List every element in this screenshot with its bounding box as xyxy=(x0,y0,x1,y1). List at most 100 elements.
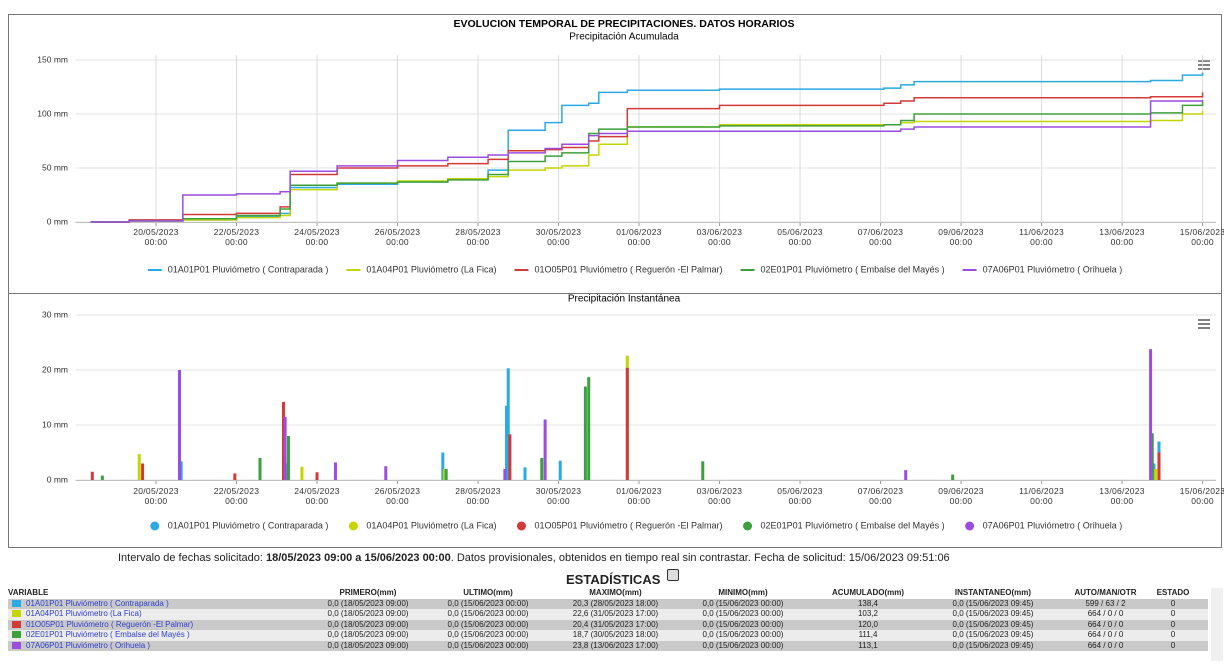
panel-instantaneous xyxy=(8,293,1222,548)
menu-icon[interactable] xyxy=(1198,60,1210,70)
stats-table: VARIABLE PRIMERO(mm) ULTIMO(mm) MAXIMO(mm) M… xyxy=(8,588,1208,651)
table-cell: 0 xyxy=(1170,619,1176,629)
color-swatch xyxy=(12,641,21,649)
x-tick-label: 28/05/2023 00:00 xyxy=(455,227,501,247)
info-note: . Datos provisionales, obtenidos en tiem… xyxy=(450,552,950,564)
variable-link[interactable]: 01O05P01 Pluviómetro ( Reguerón -El Palm… xyxy=(26,619,194,629)
table-cell: 664 / 0 / 0 xyxy=(1087,609,1124,618)
legend-item: 02E01P01 Pluviómetro ( Embalse del Mayés… xyxy=(743,520,945,531)
legend-item: 01O05P01 Pluviómetro ( Reguerón -El Palm… xyxy=(516,520,723,531)
table-row: 07A06P01 Pluviómetro ( Orihuela ) 0,0 (18… xyxy=(8,640,1208,652)
table-cell: 0,0 (15/06/2023 00:00) xyxy=(702,619,784,629)
table-cell: 0,0 (15/06/2023 09:45) xyxy=(952,609,1034,618)
legend-label: 01A04P01 Pluviómetro (La Fica) xyxy=(366,520,496,530)
scrollbar[interactable] xyxy=(1211,588,1223,661)
table-cell: 111,4 xyxy=(858,630,878,639)
table-cell: 20,4 (31/05/2023 17:00) xyxy=(572,619,659,629)
table-cell: 0,0 (15/06/2023 00:00) xyxy=(447,619,529,629)
legend-label: 07A06P01 Pluviómetro ( Orihuela ) xyxy=(983,264,1123,274)
legend-label: 02E01P01 Pluviómetro ( Embalse del Mayés… xyxy=(761,264,945,274)
table-cell: 0 xyxy=(1170,598,1176,608)
bar xyxy=(90,471,94,480)
bar xyxy=(1157,452,1161,480)
menu-icon[interactable] xyxy=(1198,319,1210,329)
table-row: 01O05P01 Pluviómetro ( Reguerón -El Palm… xyxy=(8,619,1208,631)
bar xyxy=(951,474,955,480)
table-cell: 22,6 (31/05/2023 17:00) xyxy=(572,609,659,618)
variable-link[interactable]: 01A04P01 Pluviómetro (La Fica) xyxy=(26,609,142,618)
column-header: VARIABLE xyxy=(8,588,49,597)
variable-link[interactable]: 02E01P01 Pluviómetro ( Embalse del Mayés… xyxy=(26,630,190,639)
legend-symbol xyxy=(743,521,753,531)
x-tick-label: 20/05/2023 00:00 xyxy=(133,486,179,506)
table-cell: 0,0 (15/06/2023 09:45) xyxy=(952,619,1034,629)
table-cell: 01A01P01 Pluviómetro ( Contraparada ) xyxy=(8,599,313,610)
x-tick-label: 07/06/2023 00:00 xyxy=(857,486,904,506)
line-series xyxy=(90,72,1204,223)
bar xyxy=(503,469,507,480)
table-cell: 18,7 (30/05/2023 18:00) xyxy=(572,630,659,639)
info-label: Intervalo de fechas solicitado: xyxy=(118,552,263,564)
bar xyxy=(583,386,587,480)
table-cell: 01A04P01 Pluviómetro (La Fica) xyxy=(8,609,313,620)
table-cell: 0,0 (15/06/2023 00:00) xyxy=(702,640,784,650)
table-cell: 664 / 0 / 0 xyxy=(1087,630,1124,639)
table-title: ESTADÍSTICAS xyxy=(566,572,661,587)
y-tick-label: 20 mm xyxy=(42,364,68,374)
table-cell: 0,0 (18/05/2023 09:00) xyxy=(327,598,409,608)
x-tick-label: 03/06/2023 00:00 xyxy=(696,227,743,247)
chart-subtitle: Precipitación Instantánea xyxy=(568,294,681,305)
bar xyxy=(1154,469,1158,480)
table-cell: 103,2 xyxy=(857,609,879,618)
legend: 01A01P01 Pluviómetro ( Contraparada ) 01A… xyxy=(150,520,1122,531)
table-cell: 0 xyxy=(1170,630,1176,639)
legend-label: 01A04P01 Pluviómetro (La Fica) xyxy=(366,264,496,274)
column-header: MAXIMO(mm) xyxy=(589,588,642,597)
table-toggle[interactable] xyxy=(667,569,679,581)
x-tick-label: 01/06/2023 00:00 xyxy=(616,227,662,247)
variable-link[interactable]: 07A06P01 Pluviómetro ( Orihuela ) xyxy=(26,640,151,650)
legend-item: 02E01P01 Pluviómetro ( Embalse del Mayés… xyxy=(740,264,945,274)
table-row: 02E01P01 Pluviómetro ( Embalse del Mayés… xyxy=(8,630,1208,641)
x-tick-label: 11/06/2023 00:00 xyxy=(1019,486,1065,506)
x-tick-label: 24/05/2023 00:00 xyxy=(294,227,340,247)
line-series xyxy=(90,110,1204,223)
bar xyxy=(558,460,562,480)
table-cell: 20,3 (28/05/2023 18:00) xyxy=(572,598,659,608)
variable-link[interactable]: 01A01P01 Pluviómetro ( Contraparada ) xyxy=(26,598,169,608)
bar xyxy=(701,461,705,480)
x-tick-label: 22/05/2023 00:00 xyxy=(213,486,260,506)
bar xyxy=(333,462,337,480)
bar xyxy=(283,416,287,480)
table-cell: 120,0 xyxy=(857,619,879,629)
table-cell: 0,0 (15/06/2023 00:00) xyxy=(447,640,529,650)
table-cell: 0,0 (15/06/2023 00:00) xyxy=(702,609,784,618)
legend: 01A01P01 Pluviómetro ( Contraparada ) 01A… xyxy=(147,264,1123,274)
info-range: 18/05/2023 09:00 a 15/06/2023 00:00 xyxy=(265,552,451,564)
x-tick-label: 07/06/2023 00:00 xyxy=(857,227,904,247)
table-cell: 07A06P01 Pluviómetro ( Orihuela ) xyxy=(8,641,313,652)
legend-item: 01A04P01 Pluviómetro (La Fica) xyxy=(348,520,496,531)
x-tick-label: 15/06/2023 00:00 xyxy=(1179,486,1224,506)
x-tick-label: 11/06/2023 00:00 xyxy=(1019,227,1065,247)
table-cell: 01O05P01 Pluviómetro ( Reguerón -El Palm… xyxy=(8,620,313,631)
bar xyxy=(137,454,141,480)
legend-item: 07A06P01 Pluviómetro ( Orihuela ) xyxy=(965,520,1122,531)
bar xyxy=(904,470,908,480)
legend-item: 07A06P01 Pluviómetro ( Orihuela ) xyxy=(962,264,1123,274)
x-tick-label: 30/05/2023 00:00 xyxy=(535,486,582,506)
bar xyxy=(300,466,304,480)
x-tick-label: 24/05/2023 00:00 xyxy=(294,486,340,506)
table-cell: 0,0 (18/05/2023 09:00) xyxy=(327,619,409,629)
bar xyxy=(441,452,445,480)
table-cell: 0 xyxy=(1170,640,1176,650)
legend-label: 01O05P01 Pluviómetro ( Reguerón -El Palm… xyxy=(534,264,722,274)
legend-label: 01A01P01 Pluviómetro ( Contraparada ) xyxy=(168,520,329,530)
bar xyxy=(177,370,181,480)
legend-symbol xyxy=(150,521,160,531)
table-cell: 664 / 0 / 0 xyxy=(1087,619,1124,629)
bar xyxy=(100,475,104,480)
table-cell: 02E01P01 Pluviómetro ( Embalse del Mayés… xyxy=(8,630,313,641)
bar xyxy=(285,463,289,480)
bar xyxy=(442,469,446,480)
